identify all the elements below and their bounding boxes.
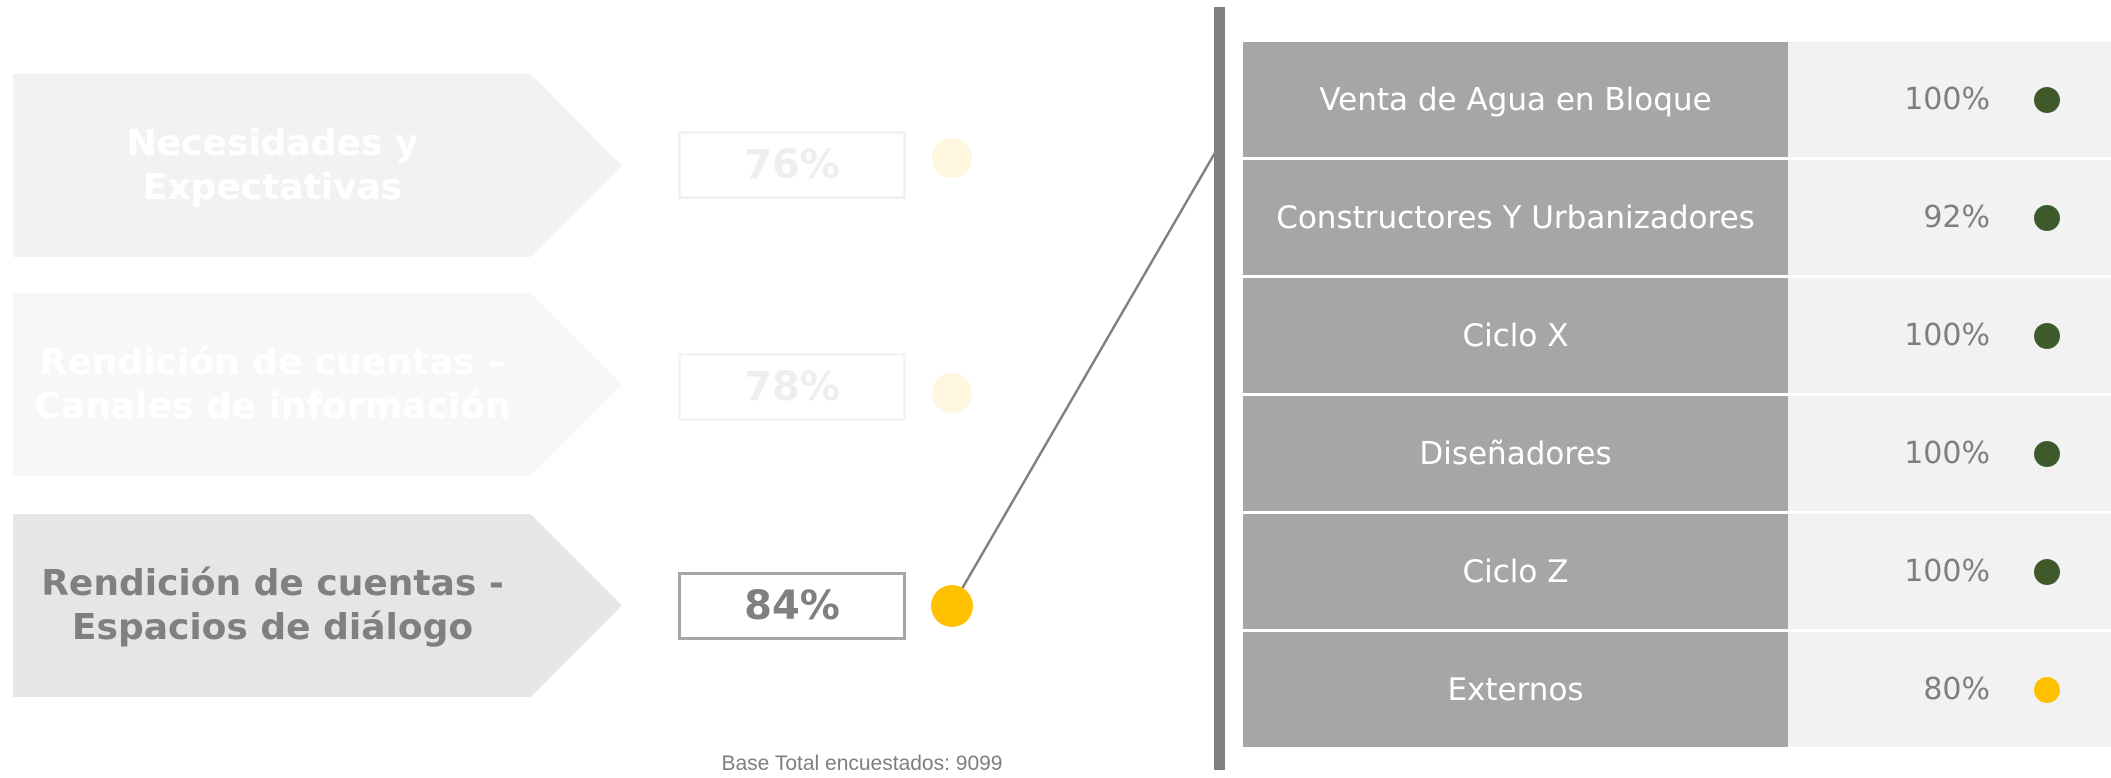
row-value: 100%	[1904, 554, 1990, 589]
row-value: 80%	[1923, 672, 1990, 707]
category-label: Rendición de cuentas - Espacios de diálo…	[41, 562, 504, 648]
category-label: Rendición de cuentas – Canales de inform…	[34, 341, 511, 427]
status-dot	[932, 373, 972, 413]
status-dot	[2034, 323, 2060, 349]
status-dot	[2034, 205, 2060, 231]
category-arrow: Rendición de cuentas - Espacios de diálo…	[13, 514, 622, 697]
category-arrow: Rendición de cuentas – Canales de inform…	[13, 293, 622, 476]
row-name: Externos	[1243, 632, 1788, 747]
status-dot	[2034, 87, 2060, 113]
score-box: 78%	[678, 353, 906, 421]
row-name: Ciclo X	[1243, 278, 1788, 393]
row-name: Constructores Y Urbanizadores	[1243, 160, 1788, 275]
row-value: 100%	[1904, 436, 1990, 471]
score-box: 76%	[678, 131, 906, 199]
category-arrow: Necesidades y Expectativas	[13, 74, 622, 257]
connector-line	[950, 150, 1218, 607]
row-value: 100%	[1904, 318, 1990, 353]
row-value: 100%	[1904, 82, 1990, 117]
status-dot	[2034, 441, 2060, 467]
row-name: Diseñadores	[1243, 396, 1788, 511]
status-dot	[932, 138, 972, 178]
score-box: 84%	[678, 572, 906, 640]
category-label: Necesidades y Expectativas	[126, 122, 419, 208]
row-name: Venta de Agua en Bloque	[1243, 42, 1788, 157]
divider	[1214, 7, 1225, 770]
status-dot	[2034, 677, 2060, 703]
row-name: Ciclo Z	[1243, 514, 1788, 629]
status-dot	[2034, 559, 2060, 585]
footnote: Base Total encuestados: 9099	[721, 752, 1003, 775]
status-dot	[931, 585, 973, 627]
row-value: 92%	[1923, 200, 1990, 235]
